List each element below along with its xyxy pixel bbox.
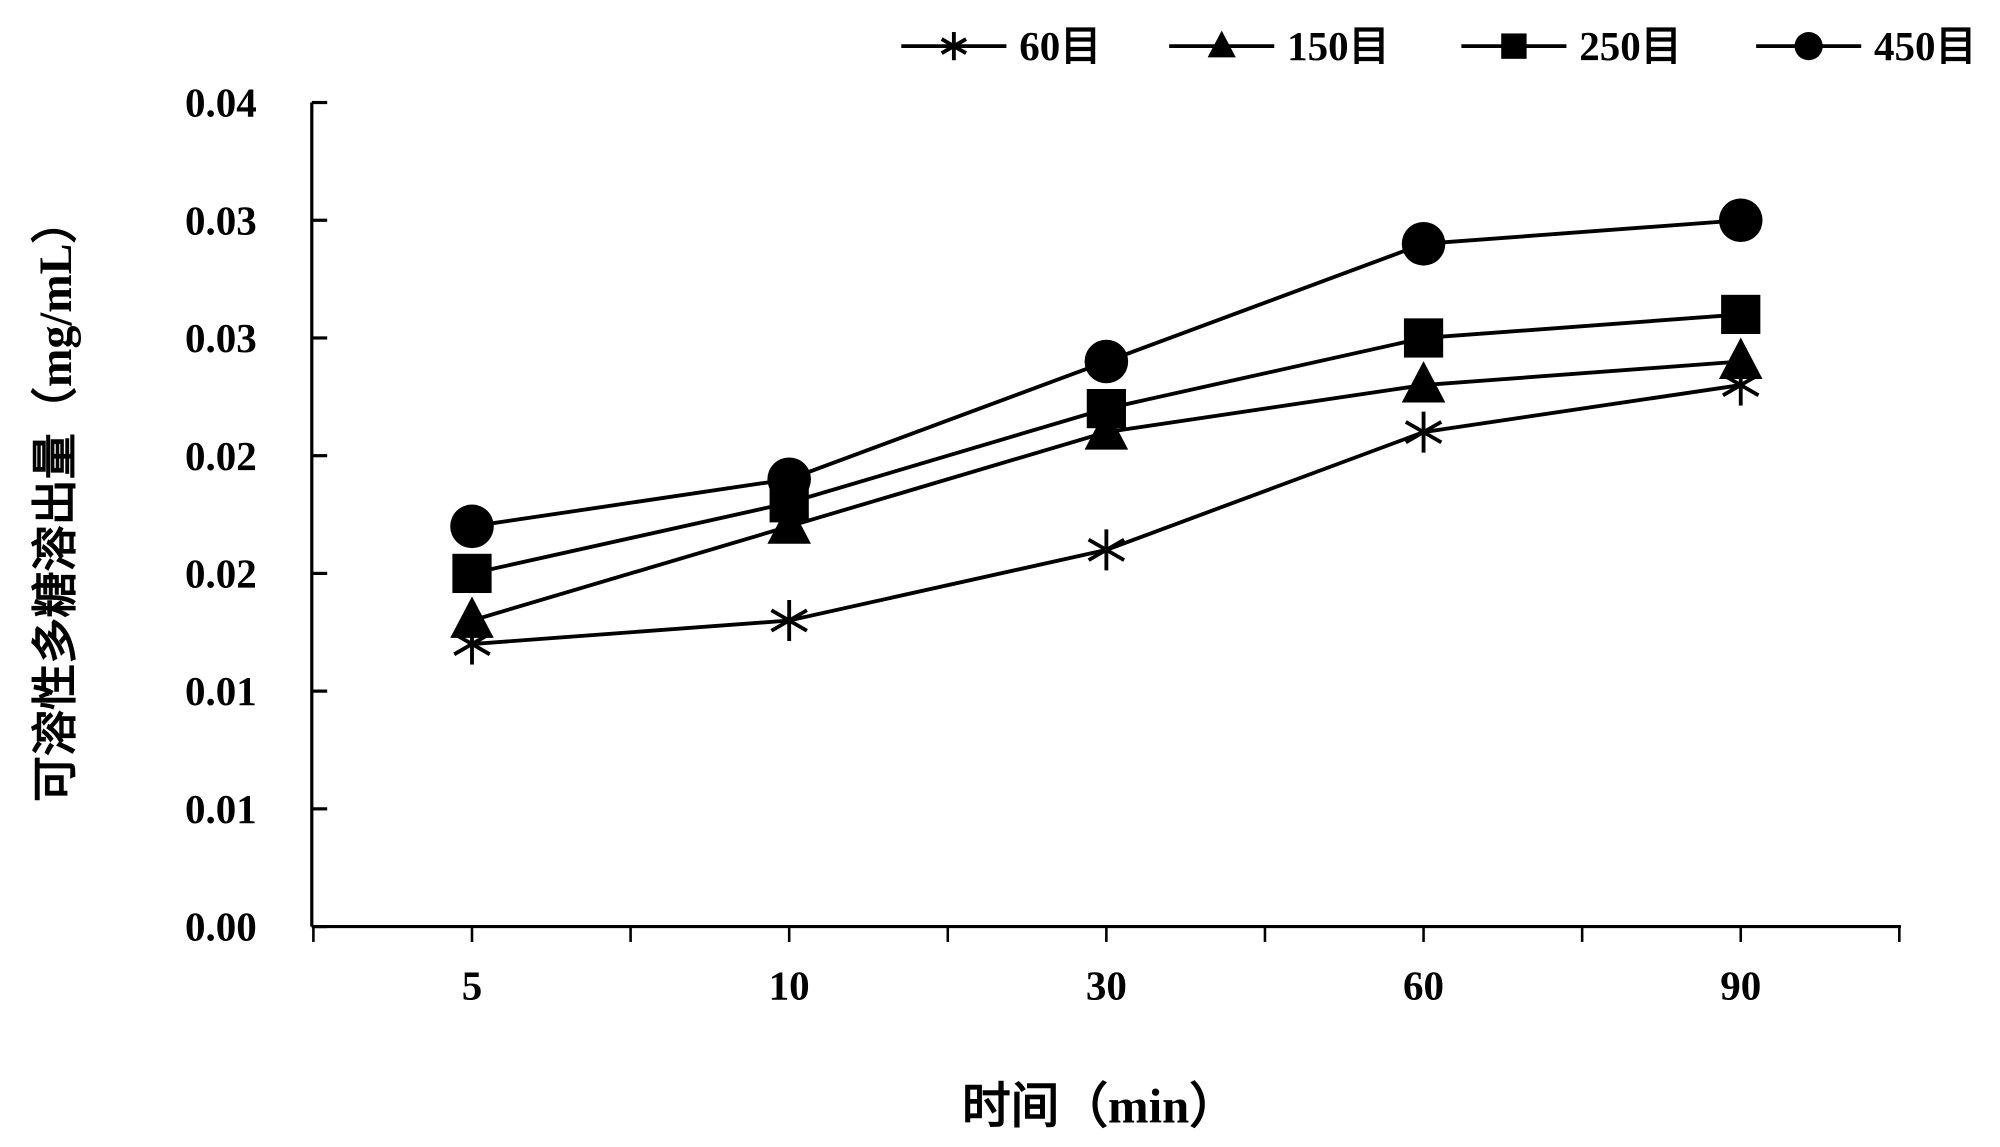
asterisk-marker <box>940 32 968 61</box>
x-tick-label: 5 <box>462 963 483 1009</box>
y-axis-label: 可溶性多糖溶出量（mg/mL） <box>30 197 81 802</box>
y-tick-label: 0.03 <box>185 197 257 243</box>
legend-item: 150目 <box>1169 23 1390 69</box>
legend-label: 150目 <box>1287 23 1390 69</box>
series-circle <box>450 198 1763 549</box>
y-tick-label: 0.02 <box>185 551 257 597</box>
circle-marker <box>450 504 494 549</box>
circle-marker <box>1794 32 1823 61</box>
series-triangle <box>450 337 1763 638</box>
asterisk-marker <box>770 599 808 642</box>
asterisk-stroke <box>1404 420 1443 445</box>
circle-marker <box>767 457 811 502</box>
asterisk-marker <box>1087 529 1126 571</box>
series-asterisk <box>453 364 1760 665</box>
circle-marker <box>1084 339 1129 384</box>
square-marker <box>1501 33 1527 59</box>
y-axis-ticks: 0.00 0.01 0.01 0.02 0.02 0.03 0.03 0.04 <box>185 80 328 950</box>
y-tick-label: 0.01 <box>185 786 257 832</box>
circle-marker <box>1718 198 1763 243</box>
y-tick-label: 0.01 <box>185 668 257 714</box>
x-tick-label: 10 <box>769 963 810 1009</box>
y-tick-label: 0.02 <box>185 433 257 479</box>
triangle-marker <box>1207 30 1236 58</box>
square-marker <box>452 553 492 594</box>
asterisk-stroke <box>940 37 968 55</box>
circle-marker <box>1401 222 1446 266</box>
asterisk-stroke <box>1087 537 1126 562</box>
y-tick-label: 0.00 <box>185 904 257 950</box>
triangle-marker <box>767 502 811 544</box>
triangle-marker <box>1718 337 1763 379</box>
x-tick-label: 60 <box>1403 963 1444 1009</box>
legend-item: 450目 <box>1756 23 1977 69</box>
x-axis-label: 时间（min） <box>962 1080 1238 1134</box>
square-marker <box>1721 294 1761 335</box>
triangle-marker <box>1084 408 1129 450</box>
y-tick-label: 0.04 <box>185 80 257 126</box>
x-tick-label: 30 <box>1086 963 1127 1009</box>
legend-item: 60目 <box>901 23 1101 69</box>
legend-label: 250目 <box>1579 23 1681 69</box>
legend: 60目 150目 250目 450目 <box>901 23 1977 69</box>
square-marker <box>1403 318 1444 358</box>
x-tick-label: 90 <box>1720 963 1761 1009</box>
asterisk-marker <box>1404 411 1443 453</box>
legend-item: 250目 <box>1461 23 1682 69</box>
x-axis-ticks: 5 10 30 60 90 <box>312 926 1901 1009</box>
asterisk-stroke <box>770 608 808 633</box>
triangle-marker <box>1401 361 1446 403</box>
triangle-marker <box>450 596 494 638</box>
square-marker <box>1086 388 1126 429</box>
y-tick-label: 0.03 <box>185 315 257 361</box>
legend-label: 450目 <box>1874 23 1977 69</box>
series-lines <box>450 198 1763 665</box>
series-square <box>452 294 1761 594</box>
legend-label: 60目 <box>1019 23 1101 69</box>
